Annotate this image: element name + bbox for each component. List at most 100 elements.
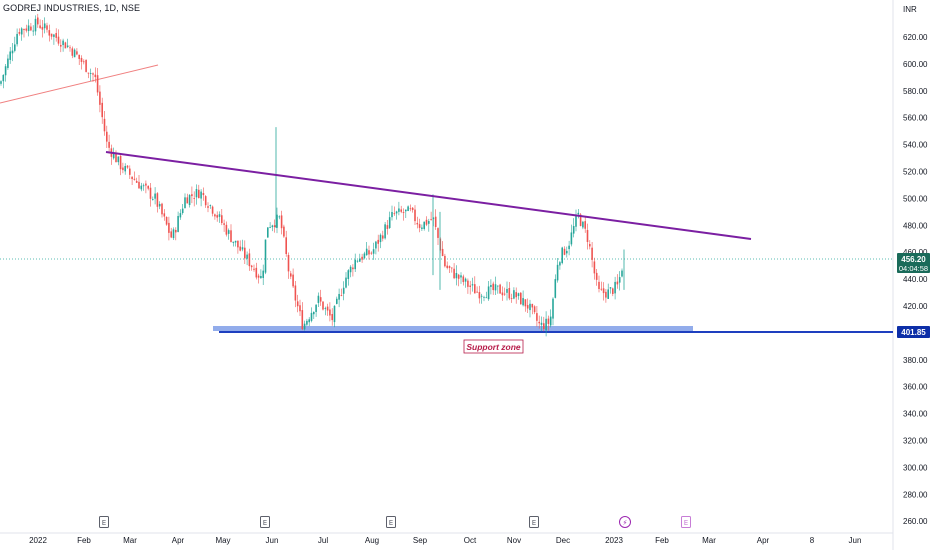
dividend-event-marker[interactable]: ⚡	[619, 516, 631, 528]
candle	[407, 205, 409, 212]
time-tick-label: Apr	[757, 536, 770, 545]
candle	[347, 269, 350, 286]
descending-trendline[interactable]	[105, 151, 752, 240]
candle	[117, 156, 120, 166]
candle	[444, 253, 446, 268]
candle	[122, 162, 124, 174]
earnings-event-marker[interactable]: E	[529, 516, 539, 528]
candle	[133, 171, 136, 181]
candle	[260, 269, 262, 279]
candle	[239, 240, 241, 252]
candle	[490, 279, 492, 295]
time-axis[interactable]: 2022 Feb Mar Apr May Jun Jul Aug Sep Oct Nov Dec 202…	[29, 536, 861, 545]
candle	[345, 272, 347, 289]
candle	[480, 293, 483, 304]
support-zone-rect[interactable]	[213, 326, 693, 331]
candle	[138, 174, 140, 189]
candle	[177, 211, 179, 233]
time-tick-label: Sep	[413, 536, 428, 545]
candle	[313, 311, 315, 319]
candle	[368, 245, 370, 260]
candle	[616, 274, 619, 289]
candle	[568, 240, 570, 256]
candle	[437, 227, 439, 245]
earnings-event-marker[interactable]: E	[260, 516, 270, 528]
candle	[322, 301, 324, 311]
price-tick-label: 480.00	[903, 221, 928, 230]
price-tick-label: 420.00	[903, 302, 928, 311]
earnings-event-marker[interactable]: E	[681, 516, 691, 528]
candle	[80, 55, 83, 70]
price-tick-label: 560.00	[903, 114, 928, 123]
time-tick-label: Mar	[123, 536, 137, 545]
candle	[232, 241, 235, 247]
price-tick-label: 280.00	[903, 490, 928, 499]
candle	[607, 283, 609, 300]
candle	[572, 218, 575, 238]
candle	[460, 272, 462, 284]
time-tick-label: 2022	[29, 536, 47, 545]
candle	[554, 274, 557, 299]
red-trendline[interactable]	[0, 64, 159, 104]
candle	[299, 299, 301, 317]
candle	[310, 307, 313, 323]
price-tick-label: 500.00	[903, 194, 928, 203]
candle	[533, 305, 536, 315]
candle	[55, 28, 57, 42]
candle	[464, 277, 467, 288]
candle	[264, 239, 267, 275]
candle	[474, 276, 476, 294]
candle	[476, 286, 478, 293]
candle	[161, 202, 163, 218]
candle	[354, 253, 356, 272]
candle	[584, 217, 586, 233]
candle	[453, 263, 455, 280]
support-zone-annotation[interactable]: Support zone	[463, 339, 524, 354]
candle	[246, 251, 248, 266]
candle	[216, 211, 218, 222]
candle	[421, 224, 423, 231]
time-tick-label: Aug	[365, 536, 379, 545]
earnings-event-marker[interactable]: E	[386, 516, 396, 528]
event-markers[interactable]: E E E E ⚡ E	[99, 516, 691, 528]
candle	[271, 224, 274, 232]
candle	[340, 288, 343, 297]
candle	[487, 281, 490, 301]
candle	[400, 205, 402, 214]
candle	[94, 67, 97, 83]
candle	[375, 240, 377, 255]
price-tick-label: 320.00	[903, 437, 928, 446]
price-axis[interactable]: 620.00 600.00 580.00 560.00 540.00 520.00 500.…	[903, 33, 928, 526]
candle	[179, 209, 182, 220]
time-tick-label: Mar	[702, 536, 716, 545]
svg-text:E: E	[684, 519, 688, 527]
candle	[20, 27, 23, 41]
candle	[294, 281, 297, 308]
candle	[531, 303, 534, 315]
candle	[451, 267, 453, 273]
candle	[545, 311, 547, 337]
candle	[273, 219, 276, 233]
earnings-event-marker[interactable]: E	[99, 516, 109, 528]
price-tick-label: 580.00	[903, 87, 928, 96]
time-tick-label: May	[215, 536, 230, 545]
candle	[395, 210, 398, 220]
candle	[612, 287, 614, 297]
candle	[78, 54, 80, 66]
candle	[561, 246, 563, 265]
candle	[423, 221, 425, 231]
candle	[471, 277, 474, 292]
candle	[524, 299, 527, 312]
candle	[556, 258, 559, 283]
candle	[195, 184, 198, 205]
candle	[386, 219, 389, 235]
candle	[184, 193, 186, 209]
candle	[483, 295, 485, 302]
candle	[287, 252, 290, 279]
candle	[602, 282, 605, 301]
candle	[158, 201, 161, 210]
candle	[34, 15, 37, 36]
candle	[202, 187, 205, 201]
candle	[23, 28, 25, 38]
